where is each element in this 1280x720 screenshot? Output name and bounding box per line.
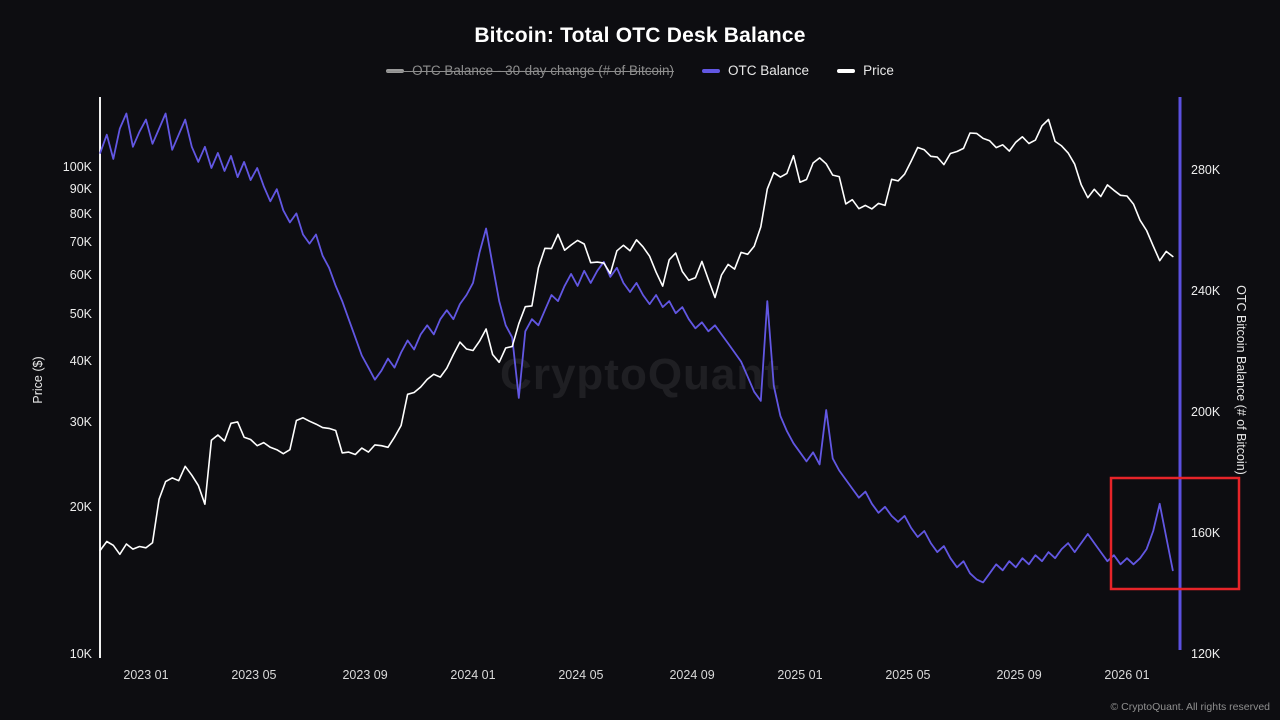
- legend-label-price: Price: [863, 63, 894, 78]
- chart-title: Bitcoin: Total OTC Desk Balance: [474, 24, 806, 47]
- legend: OTC Balance - 30-day change (# of Bitcoi…: [0, 63, 1280, 78]
- legend-label-otc-balance: OTC Balance: [728, 63, 810, 78]
- copyright: © CryptoQuant. All rights reserved: [1110, 701, 1270, 713]
- legend-item-otc-balance[interactable]: OTC Balance: [702, 63, 809, 78]
- series-otc-balance: [99, 112, 1174, 584]
- right-axis-title: OTC Bitcoin Balance (# of Bitcoin): [1234, 285, 1248, 475]
- left-axis-title: Price ($): [31, 356, 45, 404]
- legend-swatch-price-icon: [837, 68, 856, 73]
- legend-label-otc-balance-30d-change: OTC Balance - 30-day change (# of Bitcoi…: [412, 63, 675, 78]
- highlight-box: [1109, 476, 1241, 591]
- legend-swatch-otc-balance-30d-change-icon: [386, 68, 405, 73]
- series-price: [99, 118, 1174, 556]
- legend-item-price[interactable]: Price: [837, 63, 894, 78]
- legend-swatch-otc-balance-icon: [702, 68, 721, 73]
- legend-item-otc-balance-30d-change[interactable]: OTC Balance - 30-day change (# of Bitcoi…: [386, 63, 674, 78]
